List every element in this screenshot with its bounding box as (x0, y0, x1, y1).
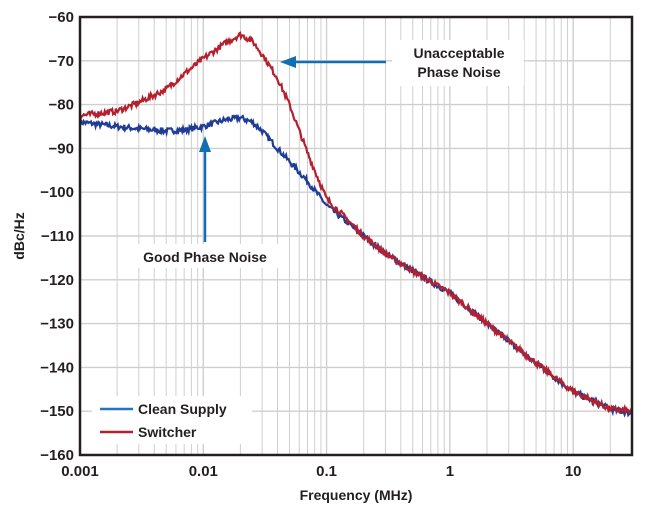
series-line-switcher (79, 31, 633, 415)
y-tick-label: −130 (40, 316, 74, 333)
y-tick-label: −100 (40, 184, 74, 201)
annotation-background (128, 244, 282, 268)
y-tick-label: −150 (40, 403, 74, 420)
arrowhead-good (199, 136, 211, 152)
annotation-text: Good Phase Noise (143, 249, 267, 265)
legend-label-clean-supply: Clean Supply (138, 401, 227, 417)
y-tick-label: −140 (40, 359, 74, 376)
x-tick-label: 1 (446, 463, 454, 480)
x-tick-label: 0.001 (61, 463, 99, 480)
annotation-text-line1: Unacceptable (413, 45, 504, 61)
y-axis-label: dBc/Hz (11, 212, 27, 259)
annotation-unacceptable: Unacceptable Phase Noise (280, 40, 524, 86)
x-tick-label: 0.1 (316, 463, 337, 480)
y-tick-label: −90 (49, 140, 74, 157)
annotation-good: Good Phase Noise (128, 136, 282, 268)
plot-frame (78, 15, 634, 457)
series-lines (78, 31, 633, 418)
grid (79, 16, 633, 456)
legend: Clean Supply Switcher (100, 401, 227, 440)
arrowhead-unacceptable (280, 56, 296, 68)
y-tick-label: −70 (49, 53, 74, 70)
y-tick-label: −120 (40, 272, 74, 289)
x-tick-label: 10 (565, 463, 582, 480)
tick-labels: −60 −70 −80 −90 −100 −110 −120 −130 −140 −150 −160… (40, 9, 581, 480)
y-tick-label: −60 (49, 9, 74, 26)
y-tick-label: −160 (40, 447, 74, 464)
x-tick-label: 0.01 (189, 463, 218, 480)
legend-background (92, 396, 252, 444)
annotation-text-line2: Phase Noise (417, 64, 500, 80)
annotation-background (392, 40, 524, 86)
legend-label-switcher: Switcher (138, 424, 197, 440)
y-tick-label: −80 (49, 97, 74, 114)
y-tick-label: −110 (41, 228, 74, 245)
x-axis-label: Frequency (MHz) (300, 487, 413, 503)
